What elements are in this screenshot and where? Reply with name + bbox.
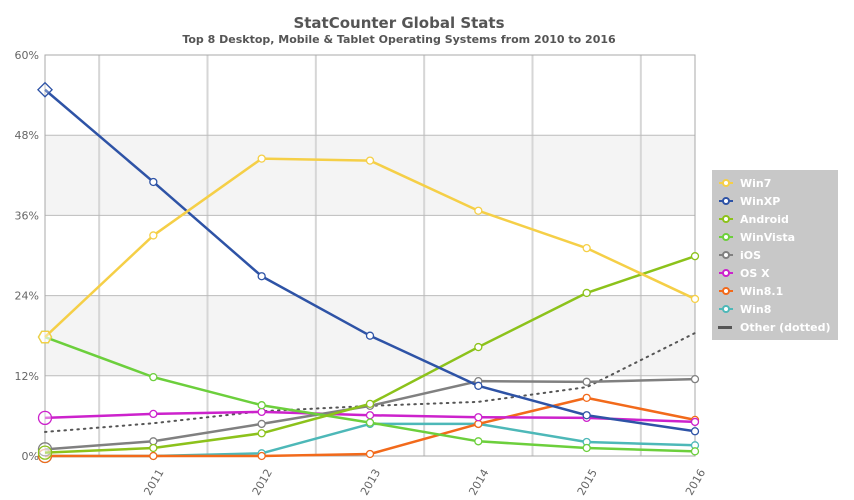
data-point-marker[interactable] (149, 409, 158, 419)
data-point-marker[interactable] (257, 272, 266, 281)
data-point-marker[interactable] (474, 413, 483, 422)
plot-border (44, 54, 696, 457)
legend-label: Win7 (740, 176, 772, 190)
data-point-marker[interactable] (582, 393, 591, 403)
legend-item-other[interactable]: Other (dotted) (718, 318, 838, 336)
chart-title: StatCounter Global Stats (293, 14, 505, 32)
legend-label: iOS (740, 248, 762, 262)
legend-marker-icon (718, 232, 734, 242)
data-point-marker[interactable] (37, 81, 53, 98)
y-tick-label: 12% (15, 370, 39, 383)
x-tick-label: 2014 (466, 467, 491, 498)
x-tick-label: 2011 (141, 467, 166, 498)
data-point-marker[interactable] (690, 252, 700, 261)
legend-marker-icon (718, 304, 734, 314)
legend-marker-icon (718, 268, 734, 278)
data-point-marker[interactable] (365, 449, 375, 459)
data-point-marker[interactable] (690, 427, 700, 436)
data-point-marker[interactable] (365, 411, 375, 420)
data-point-marker[interactable] (365, 418, 375, 427)
legend-item-win8[interactable]: Win8 (718, 300, 838, 318)
data-point-marker[interactable] (690, 374, 700, 384)
x-tick-label: 2013 (358, 467, 383, 498)
y-tick-label: 48% (15, 129, 39, 142)
data-point-marker[interactable] (365, 331, 375, 340)
legend-label: WinVista (740, 230, 796, 244)
data-point-marker[interactable] (257, 429, 266, 438)
legend-label: OS X (740, 266, 770, 280)
data-point-marker[interactable] (149, 177, 158, 187)
data-point-marker[interactable] (149, 443, 158, 453)
data-point-marker[interactable] (149, 372, 158, 382)
legend-label: Win8 (740, 302, 772, 316)
legend: Win7 WinXP Android WinVista iOS OS X Win… (712, 170, 838, 340)
data-point-marker[interactable] (582, 443, 591, 453)
data-point-marker[interactable] (149, 451, 158, 461)
legend-marker-icon (718, 178, 734, 188)
y-tick-label: 36% (15, 209, 39, 222)
data-point-marker[interactable] (37, 445, 53, 460)
legend-marker-icon (718, 250, 734, 260)
chart-subtitle: Top 8 Desktop, Mobile & Tablet Operating… (182, 33, 616, 46)
data-point-marker[interactable] (582, 288, 591, 298)
legend-item-android[interactable]: Android (718, 210, 838, 228)
legend-item-win81[interactable]: Win8.1 (718, 282, 838, 300)
legend-item-winvista[interactable]: WinVista (718, 228, 838, 246)
legend-item-winxp[interactable]: WinXP (718, 192, 838, 210)
y-tick-label: 0% (22, 450, 39, 463)
data-point-marker[interactable] (690, 294, 700, 304)
legend-item-osx[interactable]: OS X (718, 264, 838, 282)
data-point-marker[interactable] (582, 411, 591, 420)
data-point-marker[interactable] (37, 410, 53, 426)
data-point-marker[interactable] (257, 407, 266, 417)
data-point-marker[interactable] (257, 154, 266, 163)
legend-marker-icon (718, 286, 734, 296)
data-point-marker[interactable] (690, 447, 700, 456)
data-point-marker[interactable] (582, 243, 591, 253)
data-point-marker[interactable] (37, 330, 53, 344)
x-tick-label: 2016 (683, 467, 708, 498)
grid-band (45, 135, 695, 216)
legend-marker-icon (718, 214, 734, 224)
data-point-marker[interactable] (257, 419, 266, 429)
legend-label: Other (dotted) (740, 320, 831, 334)
data-point-marker[interactable] (474, 381, 483, 390)
data-point-marker[interactable] (365, 399, 375, 409)
data-point-marker[interactable] (474, 206, 483, 215)
data-point-marker[interactable] (474, 437, 483, 446)
legend-label: Win8.1 (740, 284, 784, 298)
y-tick-label: 24% (15, 290, 39, 303)
legend-marker-icon (718, 196, 734, 206)
data-point-marker[interactable] (257, 451, 266, 461)
data-point-marker[interactable] (149, 231, 158, 240)
series-winxp (37, 81, 700, 436)
data-point-marker[interactable] (365, 156, 375, 165)
data-point-marker[interactable] (474, 342, 483, 352)
legend-item-win7[interactable]: Win7 (718, 174, 838, 192)
series-android (37, 252, 700, 460)
data-point-marker[interactable] (257, 401, 266, 410)
data-point-marker[interactable] (582, 377, 591, 386)
data-point-marker[interactable] (690, 417, 700, 427)
x-tick-label: 2015 (575, 467, 600, 498)
series-win7 (37, 154, 700, 344)
data-point-marker[interactable] (474, 419, 483, 429)
x-tick-label: 2012 (250, 467, 275, 498)
legend-line-icon (718, 322, 734, 332)
legend-label: WinXP (740, 194, 781, 208)
legend-label: Android (740, 212, 789, 226)
data-point-marker[interactable] (149, 437, 158, 446)
legend-item-ios[interactable]: iOS (718, 246, 838, 264)
y-tick-label: 60% (15, 49, 39, 62)
